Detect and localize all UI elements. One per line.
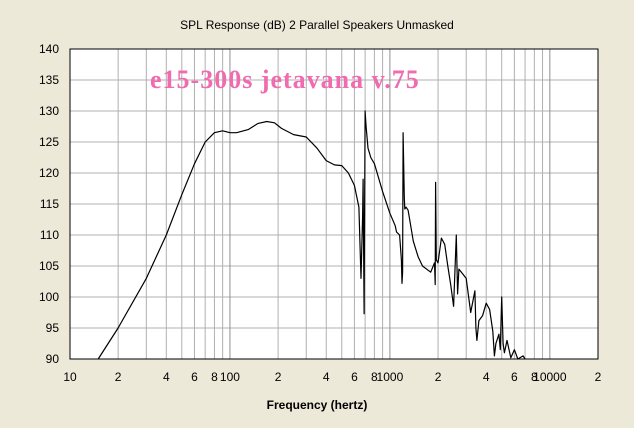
spl-series-line	[97, 110, 526, 360]
x-tick-label: 2	[275, 370, 282, 384]
y-tick-label: 95	[46, 321, 60, 335]
y-tick-label: 90	[46, 352, 60, 366]
x-tick-label: 100	[220, 370, 240, 384]
x-tick-label: 10000	[533, 370, 567, 384]
x-tick-label: 2	[595, 370, 602, 384]
y-tick-label: 100	[39, 290, 59, 304]
y-axis: 90 95 100 105 110 115 120 125 130 135 140	[39, 42, 59, 366]
x-tick-label: 8	[531, 370, 538, 384]
x-tick-label: 4	[323, 370, 330, 384]
x-tick-label: 4	[163, 370, 170, 384]
x-tick-label: 6	[351, 370, 358, 384]
x-tick-label: 2	[435, 370, 442, 384]
x-tick-label: 2	[115, 370, 122, 384]
plot-border	[69, 48, 599, 360]
y-tick-label: 115	[40, 197, 59, 211]
x-tick-label: 1000	[377, 370, 404, 384]
y-tick-label: 105	[39, 259, 59, 273]
y-tick-label: 135	[39, 73, 59, 87]
y-tick-label: 130	[39, 104, 59, 118]
x-tick-label: 6	[191, 370, 198, 384]
series-layer	[97, 110, 526, 360]
x-tick-label: 6	[511, 370, 518, 384]
chart-title: SPL Response (dB) 2 Parallel Speakers Un…	[180, 18, 454, 32]
y-tick-label: 120	[39, 166, 59, 180]
x-tick-label: 10	[63, 370, 77, 384]
x-axis-label: Frequency (hertz)	[267, 398, 368, 412]
x-tick-label: 4	[483, 370, 490, 384]
x-tick-label: 8	[211, 370, 218, 384]
grid	[70, 49, 598, 359]
chart-annotation: e15-300s jetavana v.75	[150, 65, 420, 94]
x-tick-label: 8	[371, 370, 378, 384]
y-tick-label: 110	[40, 228, 59, 242]
y-tick-label: 125	[39, 135, 59, 149]
y-tick-label: 140	[39, 42, 59, 56]
